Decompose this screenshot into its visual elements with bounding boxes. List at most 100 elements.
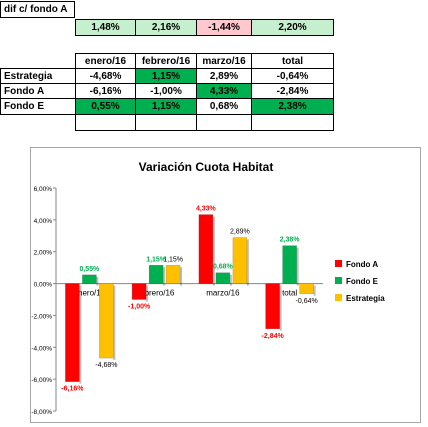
data-label: -6,16% bbox=[61, 386, 84, 393]
y-tick-label: 0,00% bbox=[34, 282, 53, 289]
cell-value: 2,89% bbox=[209, 70, 239, 82]
diff-value: -1,44% bbox=[208, 22, 240, 33]
cell-fondo-e-febrero[interactable]: 1,15% bbox=[135, 98, 197, 115]
legend-label: Fondo A bbox=[346, 260, 378, 269]
cell-value: 4,33% bbox=[209, 85, 239, 97]
bar-shadow bbox=[229, 274, 232, 286]
bar-shadow bbox=[163, 267, 166, 286]
x-tick-label: marzo/16 bbox=[206, 289, 240, 298]
cell-value: -2,84% bbox=[276, 85, 309, 97]
cell-estrategia-total[interactable]: -0,64% bbox=[251, 68, 334, 84]
bar-fondo-e[interactable] bbox=[215, 272, 231, 284]
legend-swatch bbox=[335, 277, 342, 284]
bar-shadow bbox=[212, 216, 215, 286]
diff-value: 1,48% bbox=[91, 22, 120, 33]
bar-shadow bbox=[113, 285, 116, 361]
chart-container[interactable]: Variación Cuota Habitat 6,00% 4,00% 2,00% 0… bbox=[30, 147, 421, 423]
cell-value: 1,15% bbox=[151, 101, 181, 112]
data-label: 0,68% bbox=[213, 264, 234, 271]
row-label-fondo-e[interactable]: Fondo E bbox=[0, 98, 76, 115]
bar-shadow bbox=[96, 276, 99, 286]
bar-fondo-a[interactable] bbox=[65, 283, 80, 382]
bar-chart: Variación Cuota Habitat 6,00% 4,00% 2,00% 0… bbox=[31, 160, 385, 416]
header-enero[interactable]: enero/16 bbox=[75, 53, 136, 69]
cell-value: -4,68% bbox=[89, 70, 122, 82]
data-label: 4,33% bbox=[196, 206, 217, 213]
bar-estrategia[interactable] bbox=[99, 283, 114, 359]
legend-label: Estrategia bbox=[346, 294, 385, 303]
y-tick-label: 6,00% bbox=[34, 186, 53, 193]
cell-value: 0,68% bbox=[209, 101, 239, 112]
column-header: total bbox=[281, 55, 304, 67]
data-label: 1,15% bbox=[146, 256, 167, 263]
y-tick-label: -2,00% bbox=[31, 313, 52, 320]
cell-estrategia-febrero[interactable]: 1,15% bbox=[135, 68, 197, 84]
bar-fondo-e[interactable] bbox=[282, 245, 297, 284]
y-tick-label: -6,00% bbox=[31, 377, 52, 384]
bar-estrategia[interactable] bbox=[165, 265, 181, 284]
data-label: -2,84% bbox=[262, 333, 285, 340]
cell-value: -6,16% bbox=[89, 85, 122, 97]
data-label: 2,89% bbox=[230, 229, 250, 236]
cell-fondo-e-marzo[interactable]: 0,68% bbox=[196, 98, 252, 115]
bar-shadow bbox=[246, 239, 249, 286]
y-tick-label: -4,00% bbox=[31, 345, 52, 352]
bar-shadow bbox=[79, 285, 82, 384]
cell-value: 0,55% bbox=[91, 101, 120, 112]
cell-fondo-a-total[interactable]: -2,84% bbox=[251, 83, 334, 99]
row-label: Fondo E bbox=[4, 101, 44, 112]
cell-fondo-a-enero[interactable]: -6,16% bbox=[75, 83, 136, 99]
bar-fondo-a[interactable] bbox=[265, 283, 280, 330]
bar-fondo-e[interactable] bbox=[82, 274, 97, 284]
y-tick-label: 2,00% bbox=[34, 250, 53, 257]
bar-shadow bbox=[279, 285, 282, 331]
cell-value: 2,38% bbox=[278, 101, 307, 112]
header-marzo[interactable]: marzo/16 bbox=[196, 53, 252, 69]
bar-shadow bbox=[146, 285, 149, 302]
legend-swatch bbox=[335, 260, 342, 267]
diff-cell-marzo[interactable]: -1,44% bbox=[196, 19, 252, 36]
empty-cell[interactable] bbox=[135, 114, 197, 131]
diff-value: 2,20% bbox=[278, 22, 307, 33]
cell-fondo-a-febrero[interactable]: -1,00% bbox=[135, 83, 197, 99]
cell-value: -0,64% bbox=[276, 70, 309, 82]
data-label: 0,55% bbox=[79, 266, 100, 273]
diff-label: dif c/ fondo A bbox=[4, 4, 68, 15]
y-tick-label: -8,00% bbox=[31, 409, 52, 416]
cell-fondo-a-marzo[interactable]: 4,33% bbox=[196, 83, 252, 99]
bar-estrategia[interactable] bbox=[299, 283, 314, 295]
cell-fondo-e-total[interactable]: 2,38% bbox=[251, 98, 334, 115]
column-header: marzo/16 bbox=[202, 55, 246, 67]
data-label: -1,00% bbox=[128, 304, 151, 311]
row-label: Estrategia bbox=[4, 70, 53, 82]
empty-cell[interactable] bbox=[196, 114, 252, 131]
cell-estrategia-marzo[interactable]: 2,89% bbox=[196, 68, 252, 84]
data-label: 1,15% bbox=[163, 256, 183, 263]
column-header: febrero/16 bbox=[141, 55, 191, 67]
diff-value: 2,16% bbox=[151, 22, 181, 33]
column-header: enero/16 bbox=[84, 55, 127, 67]
diff-label-cell[interactable]: dif c/ fondo A bbox=[0, 1, 75, 18]
bar-estrategia[interactable] bbox=[232, 237, 248, 284]
empty-cell[interactable] bbox=[75, 114, 136, 131]
bar-fondo-a[interactable] bbox=[198, 214, 214, 284]
cell-estrategia-enero[interactable]: -4,68% bbox=[75, 68, 136, 84]
bar-fondo-e[interactable] bbox=[148, 265, 164, 284]
legend-swatch bbox=[335, 294, 342, 301]
diff-cell-enero[interactable]: 1,48% bbox=[75, 19, 136, 36]
x-tick-label: enero/16 bbox=[74, 289, 106, 298]
y-tick-label: 4,00% bbox=[34, 218, 53, 225]
header-total[interactable]: total bbox=[251, 53, 334, 69]
cell-value: -1,00% bbox=[150, 85, 182, 97]
bar-shadow bbox=[180, 267, 183, 286]
diff-cell-total[interactable]: 2,20% bbox=[251, 19, 334, 36]
bar-fondo-a[interactable] bbox=[131, 283, 147, 300]
empty-cell[interactable] bbox=[251, 114, 334, 131]
header-febrero[interactable]: febrero/16 bbox=[135, 53, 197, 69]
cell-value: 1,15% bbox=[151, 70, 181, 82]
cell-fondo-e-enero[interactable]: 0,55% bbox=[75, 98, 136, 115]
diff-cell-febrero[interactable]: 2,16% bbox=[135, 19, 197, 36]
x-tick-label: febrero/16 bbox=[138, 289, 175, 298]
row-label-fondo-a[interactable]: Fondo A bbox=[0, 83, 76, 99]
row-label-estrategia[interactable]: Estrategia bbox=[0, 68, 76, 84]
